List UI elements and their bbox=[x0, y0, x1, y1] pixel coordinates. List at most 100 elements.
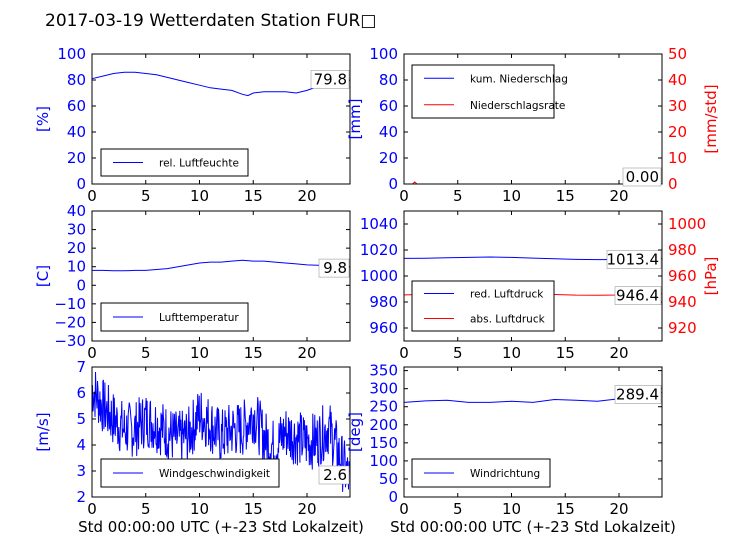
x-tick-label: 5 bbox=[453, 500, 463, 518]
y-tick-label: 300 bbox=[369, 380, 398, 398]
y2-tick-label: 980 bbox=[668, 241, 697, 259]
x-tick-label: 15 bbox=[244, 344, 263, 362]
x-tick-label: 15 bbox=[244, 500, 263, 518]
last-value-label-box bbox=[318, 258, 350, 278]
y-tick-label: 0 bbox=[76, 276, 86, 294]
y-tick-label: 20 bbox=[67, 149, 86, 167]
x-tick-label: 10 bbox=[502, 187, 521, 205]
y-tick-label: 60 bbox=[379, 97, 398, 115]
y-tick-label: 30 bbox=[67, 221, 86, 239]
x-tick-label: 0 bbox=[87, 187, 97, 205]
x-tick-label: 5 bbox=[141, 187, 151, 205]
y-tick-label: −10 bbox=[54, 295, 86, 313]
panel-windspeed: 0 5 10 15 20 2 3 4 5 6 7 [m/s] Std 00:00:00 UTC (+-2… bbox=[34, 358, 364, 536]
y-tick-label: 100 bbox=[369, 452, 398, 470]
last-value-label-box bbox=[606, 250, 662, 269]
legend-box-pressure bbox=[411, 280, 555, 332]
legend-label: abs. Luftdruck bbox=[470, 314, 546, 326]
y-tick-label: 200 bbox=[369, 416, 398, 434]
legend-box-precip bbox=[411, 64, 555, 119]
y2-tick-label: 40 bbox=[668, 71, 687, 89]
x-tick-label: 5 bbox=[453, 344, 463, 362]
last-value-label: 1013.4 bbox=[607, 251, 660, 269]
x-tick-label: 20 bbox=[609, 187, 628, 205]
y-tick-label: 1020 bbox=[360, 241, 398, 259]
y-axis-label: [m/s] bbox=[34, 412, 52, 451]
y-tick-label: −30 bbox=[54, 332, 86, 350]
last-value-label-box bbox=[614, 385, 662, 404]
y-tick-label: 5 bbox=[76, 410, 86, 428]
last-value2-label: 946.4 bbox=[616, 287, 659, 305]
last-value-label: 0.00 bbox=[626, 168, 659, 186]
x-tick-label: 10 bbox=[502, 344, 521, 362]
x-tick-label: 10 bbox=[190, 187, 209, 205]
y2-tick-label: 920 bbox=[668, 319, 697, 337]
y-tick-label: 50 bbox=[379, 470, 398, 488]
y-tick-label: 20 bbox=[67, 239, 86, 257]
legend-label: Windgeschwindigkeit bbox=[159, 468, 270, 480]
x-tick-label: 0 bbox=[399, 187, 409, 205]
y-axis-label: [%] bbox=[34, 106, 52, 132]
last-value-label: 2.6 bbox=[323, 466, 347, 484]
last-value-label-box bbox=[622, 167, 662, 187]
x-tick-label: 0 bbox=[87, 344, 97, 362]
legend-label: Niederschlagsrate bbox=[470, 100, 565, 112]
panel-temperature: 0 5 10 15 20−30−20−10010203040[C]Lufttempera… bbox=[34, 202, 351, 362]
y-tick-label: 150 bbox=[369, 434, 398, 452]
y-tick-label: 2 bbox=[76, 488, 86, 506]
y-tick-label: 40 bbox=[67, 202, 86, 220]
last-value2-label-box bbox=[614, 286, 662, 305]
y2-tick-label: 50 bbox=[668, 45, 687, 63]
last-value-label: 9.8 bbox=[323, 259, 347, 277]
axes-frame-winddir bbox=[403, 366, 663, 498]
y-tick-label: 6 bbox=[76, 384, 86, 402]
y2-tick-label: 30 bbox=[668, 97, 687, 115]
y2-axis-label: [mm/std] bbox=[702, 84, 720, 153]
y2-tick-label: 1000 bbox=[668, 215, 706, 233]
x-tick-label: 15 bbox=[244, 187, 263, 205]
last-value-label: 289.4 bbox=[616, 385, 659, 403]
x-tick-label: 5 bbox=[141, 344, 151, 362]
legend-label: red. Luftdruck bbox=[470, 289, 544, 301]
x-tick-label: 5 bbox=[453, 187, 463, 205]
legend-label: rel. Luftfeuchte bbox=[159, 158, 239, 170]
x-tick-label: 10 bbox=[190, 500, 209, 518]
x-tick-label: 10 bbox=[190, 344, 209, 362]
x-tick-label: 20 bbox=[297, 187, 316, 205]
panel-pressure: 0 5 10 15 20 960 980 1000 1020 1040 920 940 960 980 10… bbox=[360, 210, 720, 362]
y-tick-label: 40 bbox=[67, 123, 86, 141]
series-line-windspeed-0 bbox=[91, 371, 351, 492]
y-axis-label: [mm] bbox=[346, 99, 364, 140]
y-tick-label: 10 bbox=[67, 258, 86, 276]
x-tick-label: 20 bbox=[609, 500, 628, 518]
y-tick-label: 80 bbox=[379, 71, 398, 89]
x-tick-label: 0 bbox=[399, 500, 409, 518]
y-tick-label: 4 bbox=[76, 436, 86, 454]
legend-label: kum. Niederschlag bbox=[470, 73, 568, 85]
y-tick-label: 1040 bbox=[360, 215, 398, 233]
y-tick-label: 0 bbox=[388, 175, 398, 193]
series-line-humidity-0 bbox=[91, 71, 351, 97]
x-tick-label: 5 bbox=[141, 500, 151, 518]
x-axis-label: Std 00:00:00 UTC (+-23 Std Lokalzeit) bbox=[390, 518, 676, 536]
panel-humidity: 0 5 10 15 20 0 20 40 60 80 100 [%] rel. Luftfeuchte 7… bbox=[34, 45, 351, 205]
y2-tick-label: 20 bbox=[668, 123, 687, 141]
y-tick-label: 1000 bbox=[360, 267, 398, 285]
y2-tick-label: 10 bbox=[668, 149, 687, 167]
axes-frame-humidity bbox=[91, 53, 351, 185]
y-tick-label: 960 bbox=[369, 319, 398, 337]
y-tick-label: 80 bbox=[67, 71, 86, 89]
series-line-temperature-0 bbox=[92, 259, 351, 272]
legend-label: Lufttemperatur bbox=[159, 312, 239, 324]
x-tick-label: 20 bbox=[297, 344, 316, 362]
y-axis-label: [deg] bbox=[346, 412, 364, 452]
figure-title: 2017-03-19 Wetterdaten Station FUR□ bbox=[45, 11, 376, 31]
last-value-label-box bbox=[318, 465, 350, 485]
x-tick-label: 15 bbox=[556, 187, 575, 205]
y-tick-label: 350 bbox=[369, 362, 398, 380]
y-tick-label: 7 bbox=[76, 358, 86, 376]
y-tick-label: 0 bbox=[388, 488, 398, 506]
